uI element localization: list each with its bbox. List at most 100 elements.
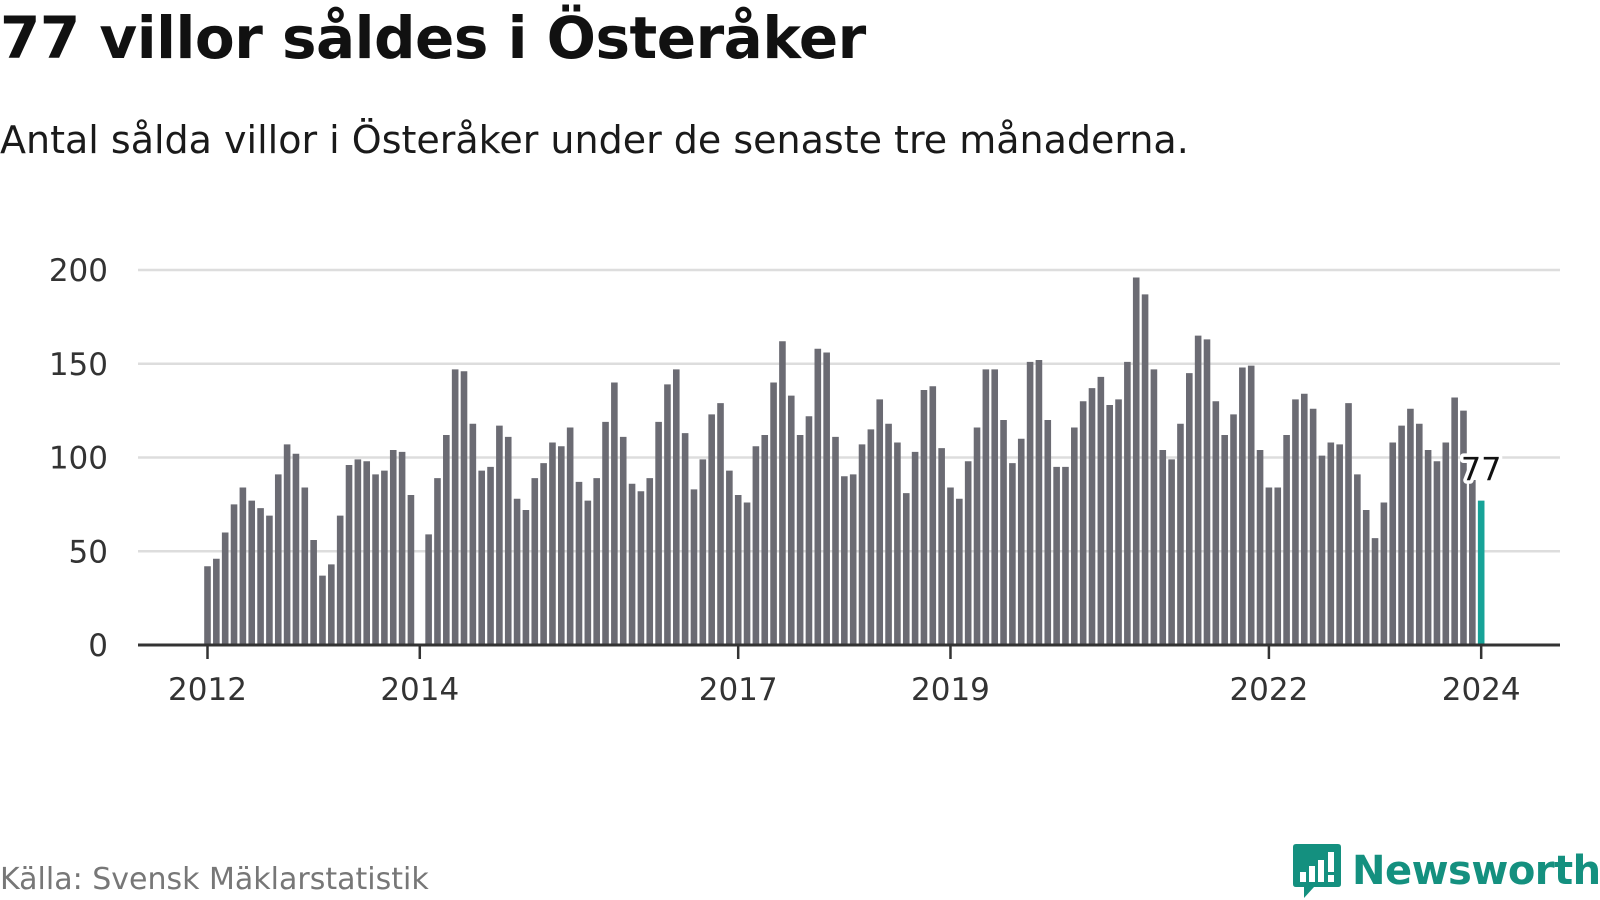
bar — [911, 451, 919, 646]
bar — [1345, 403, 1352, 646]
bar — [1212, 401, 1220, 645]
bar — [389, 450, 397, 645]
bar — [1088, 388, 1096, 646]
bar — [1389, 442, 1397, 645]
x-tick-label: 2019 — [911, 672, 990, 708]
bar — [1168, 459, 1175, 646]
y-tick-label: 200 — [49, 253, 108, 289]
bar — [584, 500, 592, 646]
bar — [770, 382, 777, 645]
bar-chart: 0 50 100 150 200 2012 2014 2017 2019 2022 2024 77 — [49, 253, 1560, 708]
bar — [1336, 444, 1343, 646]
y-tick-label: 100 — [49, 441, 108, 477]
y-axis: 0 50 100 150 200 — [49, 253, 108, 664]
bar — [1000, 420, 1007, 645]
bar — [646, 478, 654, 646]
bar — [726, 470, 733, 646]
bar — [274, 474, 282, 646]
bar — [1035, 360, 1043, 645]
bar — [841, 476, 848, 645]
bar — [1221, 435, 1228, 645]
bar — [787, 395, 795, 646]
bar — [690, 489, 698, 646]
bar — [478, 470, 485, 646]
bar — [372, 474, 379, 646]
bar — [230, 504, 238, 646]
bar — [1079, 401, 1087, 645]
bar — [558, 446, 565, 645]
bar — [805, 416, 813, 645]
bar — [779, 341, 786, 645]
x-axis-ticks: 2012 2014 2017 2019 2022 2024 — [168, 645, 1521, 708]
bar — [938, 448, 945, 646]
bar — [301, 487, 309, 645]
bar-highlight — [1477, 500, 1485, 646]
bar — [540, 463, 547, 646]
newsworthy-logo-icon — [1293, 844, 1341, 898]
brand-logo: Newsworthy — [1292, 842, 1600, 900]
source-note: Källa: Svensk Mäklarstatistik — [0, 862, 429, 897]
bar — [1371, 538, 1379, 646]
bar — [1239, 367, 1246, 645]
bar — [1354, 474, 1361, 646]
bar — [708, 414, 715, 646]
bar — [1380, 502, 1388, 645]
bar — [257, 508, 264, 646]
bar — [283, 444, 291, 646]
bar — [328, 564, 335, 646]
bar — [885, 423, 892, 645]
bar — [1265, 487, 1273, 645]
bar — [814, 348, 822, 645]
bar — [1424, 450, 1432, 645]
bar — [487, 466, 494, 646]
bar — [849, 474, 857, 646]
bar — [681, 433, 689, 645]
bar — [1106, 405, 1113, 645]
bar — [858, 444, 866, 646]
y-tick-label: 50 — [69, 534, 108, 570]
bar — [1469, 480, 1476, 645]
bar — [575, 481, 583, 646]
bar — [964, 461, 972, 645]
bar — [1009, 463, 1016, 646]
bar — [1044, 420, 1052, 645]
bar — [1230, 414, 1237, 646]
bar — [1247, 365, 1255, 646]
bar — [1433, 461, 1441, 645]
bar — [1292, 399, 1299, 646]
x-tick-label: 2017 — [699, 672, 778, 708]
bar — [1460, 410, 1467, 646]
bar — [1407, 408, 1414, 645]
bar — [1318, 455, 1326, 646]
bar — [655, 421, 662, 646]
bar — [1283, 435, 1290, 645]
bar — [1194, 335, 1202, 646]
bar — [734, 495, 742, 645]
bar — [345, 465, 353, 645]
bar — [1300, 393, 1308, 645]
bar — [213, 558, 220, 645]
bars — [204, 277, 1485, 646]
bar — [1159, 450, 1167, 645]
bar — [1141, 294, 1149, 646]
y-tick-label: 150 — [49, 347, 108, 383]
x-tick-label: 2014 — [380, 672, 459, 708]
bar — [628, 483, 636, 645]
bar — [531, 478, 539, 646]
bar — [1124, 361, 1131, 646]
bar — [1203, 339, 1211, 646]
bar — [204, 566, 211, 645]
bar — [363, 461, 371, 645]
bar — [398, 451, 406, 646]
bar — [920, 390, 928, 645]
bar — [1150, 369, 1158, 646]
bar — [425, 534, 432, 646]
annotations: 77 — [1457, 447, 1505, 492]
bar — [1274, 487, 1282, 645]
bar — [1026, 361, 1034, 646]
bar — [611, 382, 618, 645]
bar — [929, 386, 937, 645]
bar — [451, 369, 459, 646]
bar — [407, 495, 415, 645]
bar — [1115, 399, 1122, 646]
